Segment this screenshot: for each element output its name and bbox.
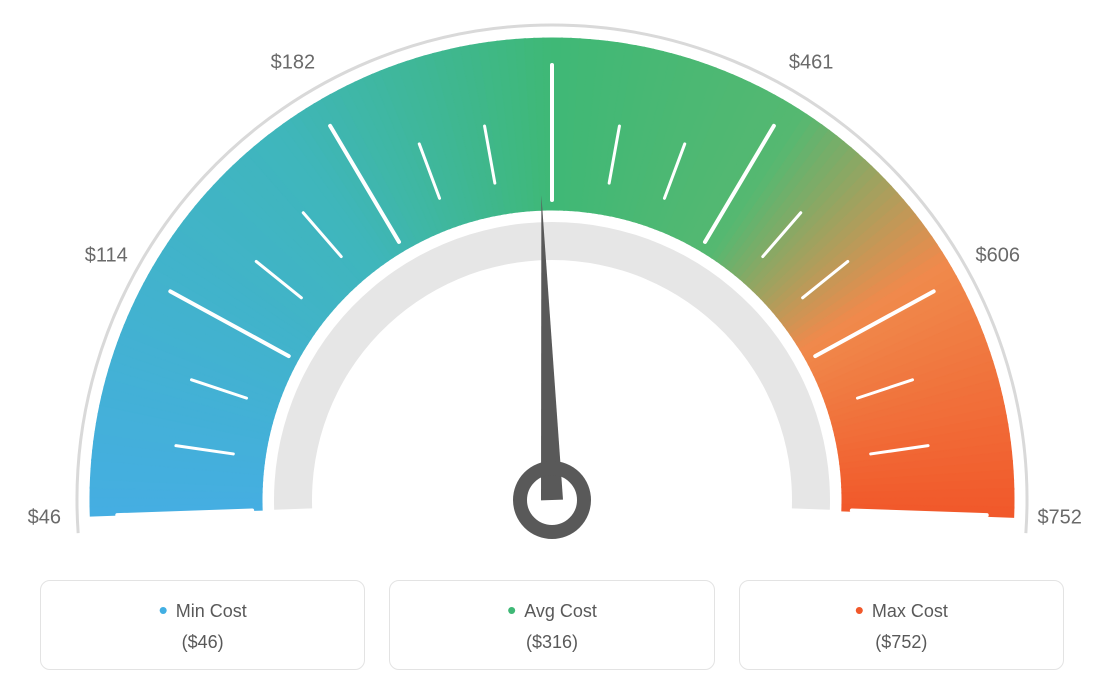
gauge-tick-label: $752	[1037, 506, 1082, 529]
gauge: $46 $114 $182 $316 $461 $606 $752	[0, 0, 1104, 570]
legend-card-max: Max Cost ($752)	[739, 580, 1064, 670]
legend-label-avg: Avg Cost	[408, 595, 695, 626]
legend-card-avg: Avg Cost ($316)	[389, 580, 714, 670]
gauge-tick-label: $461	[789, 52, 834, 75]
legend-value-min: ($46)	[59, 632, 346, 653]
legend-value-max: ($752)	[758, 632, 1045, 653]
legend-card-min: Min Cost ($46)	[40, 580, 365, 670]
gauge-tick-label: $46	[28, 506, 61, 529]
legend-label-max: Max Cost	[758, 595, 1045, 626]
gauge-tick-label: $114	[85, 245, 128, 268]
gauge-tick-label: $182	[271, 52, 316, 75]
legend-label-min: Min Cost	[59, 595, 346, 626]
cost-gauge-container: $46 $114 $182 $316 $461 $606 $752 Min Cost ($4…	[0, 0, 1104, 690]
legend-row: Min Cost ($46) Avg Cost ($316) Max Cost …	[40, 580, 1064, 670]
gauge-tick-label: $316	[530, 0, 575, 4]
gauge-tick-label: $606	[975, 245, 1020, 268]
legend-value-avg: ($316)	[408, 632, 695, 653]
